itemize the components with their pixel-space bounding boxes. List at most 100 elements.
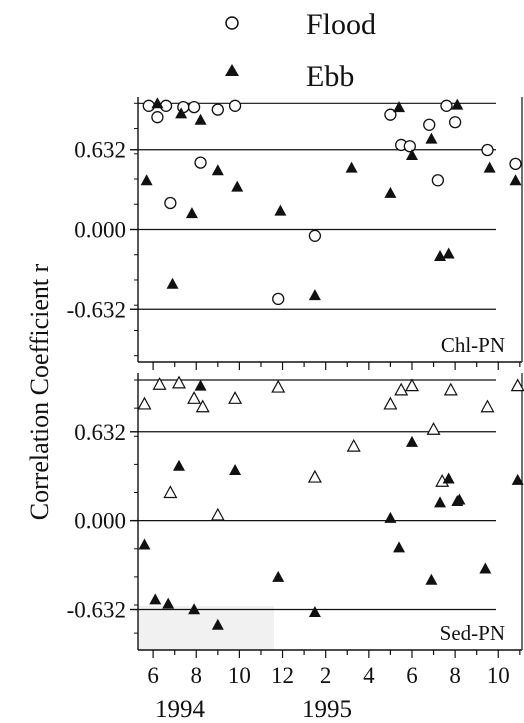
x-tick-label: 4	[363, 663, 375, 688]
ebb-point	[166, 277, 179, 289]
flood-point	[272, 292, 285, 306]
flood-point	[194, 156, 207, 169]
flood-point	[271, 379, 286, 393]
ebb-point	[175, 107, 188, 119]
panel-sed-pn: 0.632 0.000 -0.632 Sed-PN	[67, 373, 524, 658]
ebb-point	[194, 113, 207, 125]
y-tick-label: 0.632	[74, 138, 126, 163]
x-tick-label: 8	[449, 663, 461, 688]
ebb-point	[425, 573, 438, 585]
x-tick-label: 12	[271, 663, 294, 688]
flood-point	[510, 378, 524, 392]
legend-flood-label: Flood	[306, 8, 376, 41]
ebb-point	[345, 161, 358, 173]
x-tick-label: 6	[406, 663, 418, 688]
flood-point	[440, 99, 453, 112]
x-axis-labels: 6 8 10 12 2 4 6 8 10	[147, 663, 509, 688]
flood-point	[151, 111, 164, 124]
ebb-point	[308, 289, 321, 301]
flood-point	[187, 391, 202, 404]
legend-ebb-label: Ebb	[306, 60, 354, 93]
legend: Flood Ebb	[225, 8, 376, 93]
flood-point	[171, 375, 186, 389]
panel-label: Chl-PN	[441, 333, 505, 357]
panel-label: Sed-PN	[440, 621, 505, 645]
flood-point	[307, 469, 322, 483]
x-tick-label: 10	[487, 663, 510, 688]
ebb-point	[442, 472, 455, 484]
flood-point	[195, 399, 210, 413]
ebb-point	[405, 435, 418, 447]
ebb-point	[511, 473, 524, 485]
ebb-point	[211, 618, 224, 630]
flood-point	[480, 399, 495, 413]
ebb-point	[231, 180, 244, 192]
ebb-point	[151, 97, 164, 109]
ebb-point	[483, 161, 496, 173]
ebb-point	[434, 496, 447, 508]
y-tick-label: 0.000	[74, 218, 126, 243]
y-tick-label: -0.632	[67, 598, 126, 623]
x-tick-label: 10	[228, 663, 251, 688]
ebb-point	[229, 464, 242, 476]
ebb-point	[185, 207, 198, 219]
flood-point	[448, 116, 462, 129]
ebb-point	[211, 164, 224, 176]
legend-ebb-marker	[225, 64, 239, 76]
flood-point	[210, 507, 225, 521]
ebb-point	[140, 174, 153, 186]
ebb-point	[393, 101, 406, 113]
flood-point	[443, 382, 458, 396]
flood-point	[159, 99, 173, 112]
flood-point	[187, 100, 201, 114]
flood-point	[426, 421, 441, 435]
y-tick-label: 0.000	[74, 509, 126, 534]
ebb-point	[384, 186, 397, 198]
panel-chl-pn: 0.632 0.000 -0.632 Chl-PN	[67, 97, 523, 370]
ebb-point	[384, 511, 397, 523]
x-tick-label: 8	[190, 663, 202, 688]
ebb-point	[393, 541, 406, 553]
ebb-point	[442, 247, 455, 259]
ebb-point	[308, 606, 321, 618]
ebb-point	[194, 379, 207, 391]
flood-point	[423, 118, 436, 131]
x-tick-label: 2	[320, 663, 332, 688]
flood-point	[431, 174, 445, 187]
flood-point	[211, 103, 224, 116]
ebb-point	[272, 570, 285, 582]
ebb-point	[149, 593, 162, 605]
flood-point	[228, 99, 242, 112]
flood-point	[403, 140, 416, 153]
y-tick-label: -0.632	[67, 297, 126, 322]
flood-point	[137, 396, 152, 410]
ebb-point	[453, 493, 466, 505]
ebb-point	[479, 562, 492, 574]
ebb-point	[405, 149, 418, 161]
ebb-point	[425, 132, 438, 144]
ebb-point	[162, 597, 175, 609]
flood-point	[481, 143, 494, 157]
ebb-point	[172, 459, 185, 471]
legend-flood-marker	[225, 16, 239, 30]
flood-point	[404, 378, 419, 392]
ebb-point	[188, 603, 201, 615]
y-axis-label: Correlation Coefficient r	[25, 263, 54, 520]
y-tick-label: 0.632	[74, 420, 126, 445]
flood-point	[308, 229, 322, 242]
flood-point	[164, 196, 177, 210]
panel-shade	[138, 606, 274, 650]
flood-point	[152, 376, 167, 390]
flood-point	[142, 99, 155, 112]
ebb-point	[451, 98, 464, 110]
ebb-point	[274, 204, 287, 216]
year-label-1994: 1994	[155, 696, 206, 723]
ebb-point	[138, 538, 151, 550]
year-label-1995: 1995	[302, 696, 352, 723]
flood-point	[163, 485, 178, 499]
flood-point	[228, 391, 243, 404]
flood-point	[383, 396, 398, 410]
flood-point	[346, 438, 361, 452]
x-tick-label: 6	[147, 663, 159, 688]
